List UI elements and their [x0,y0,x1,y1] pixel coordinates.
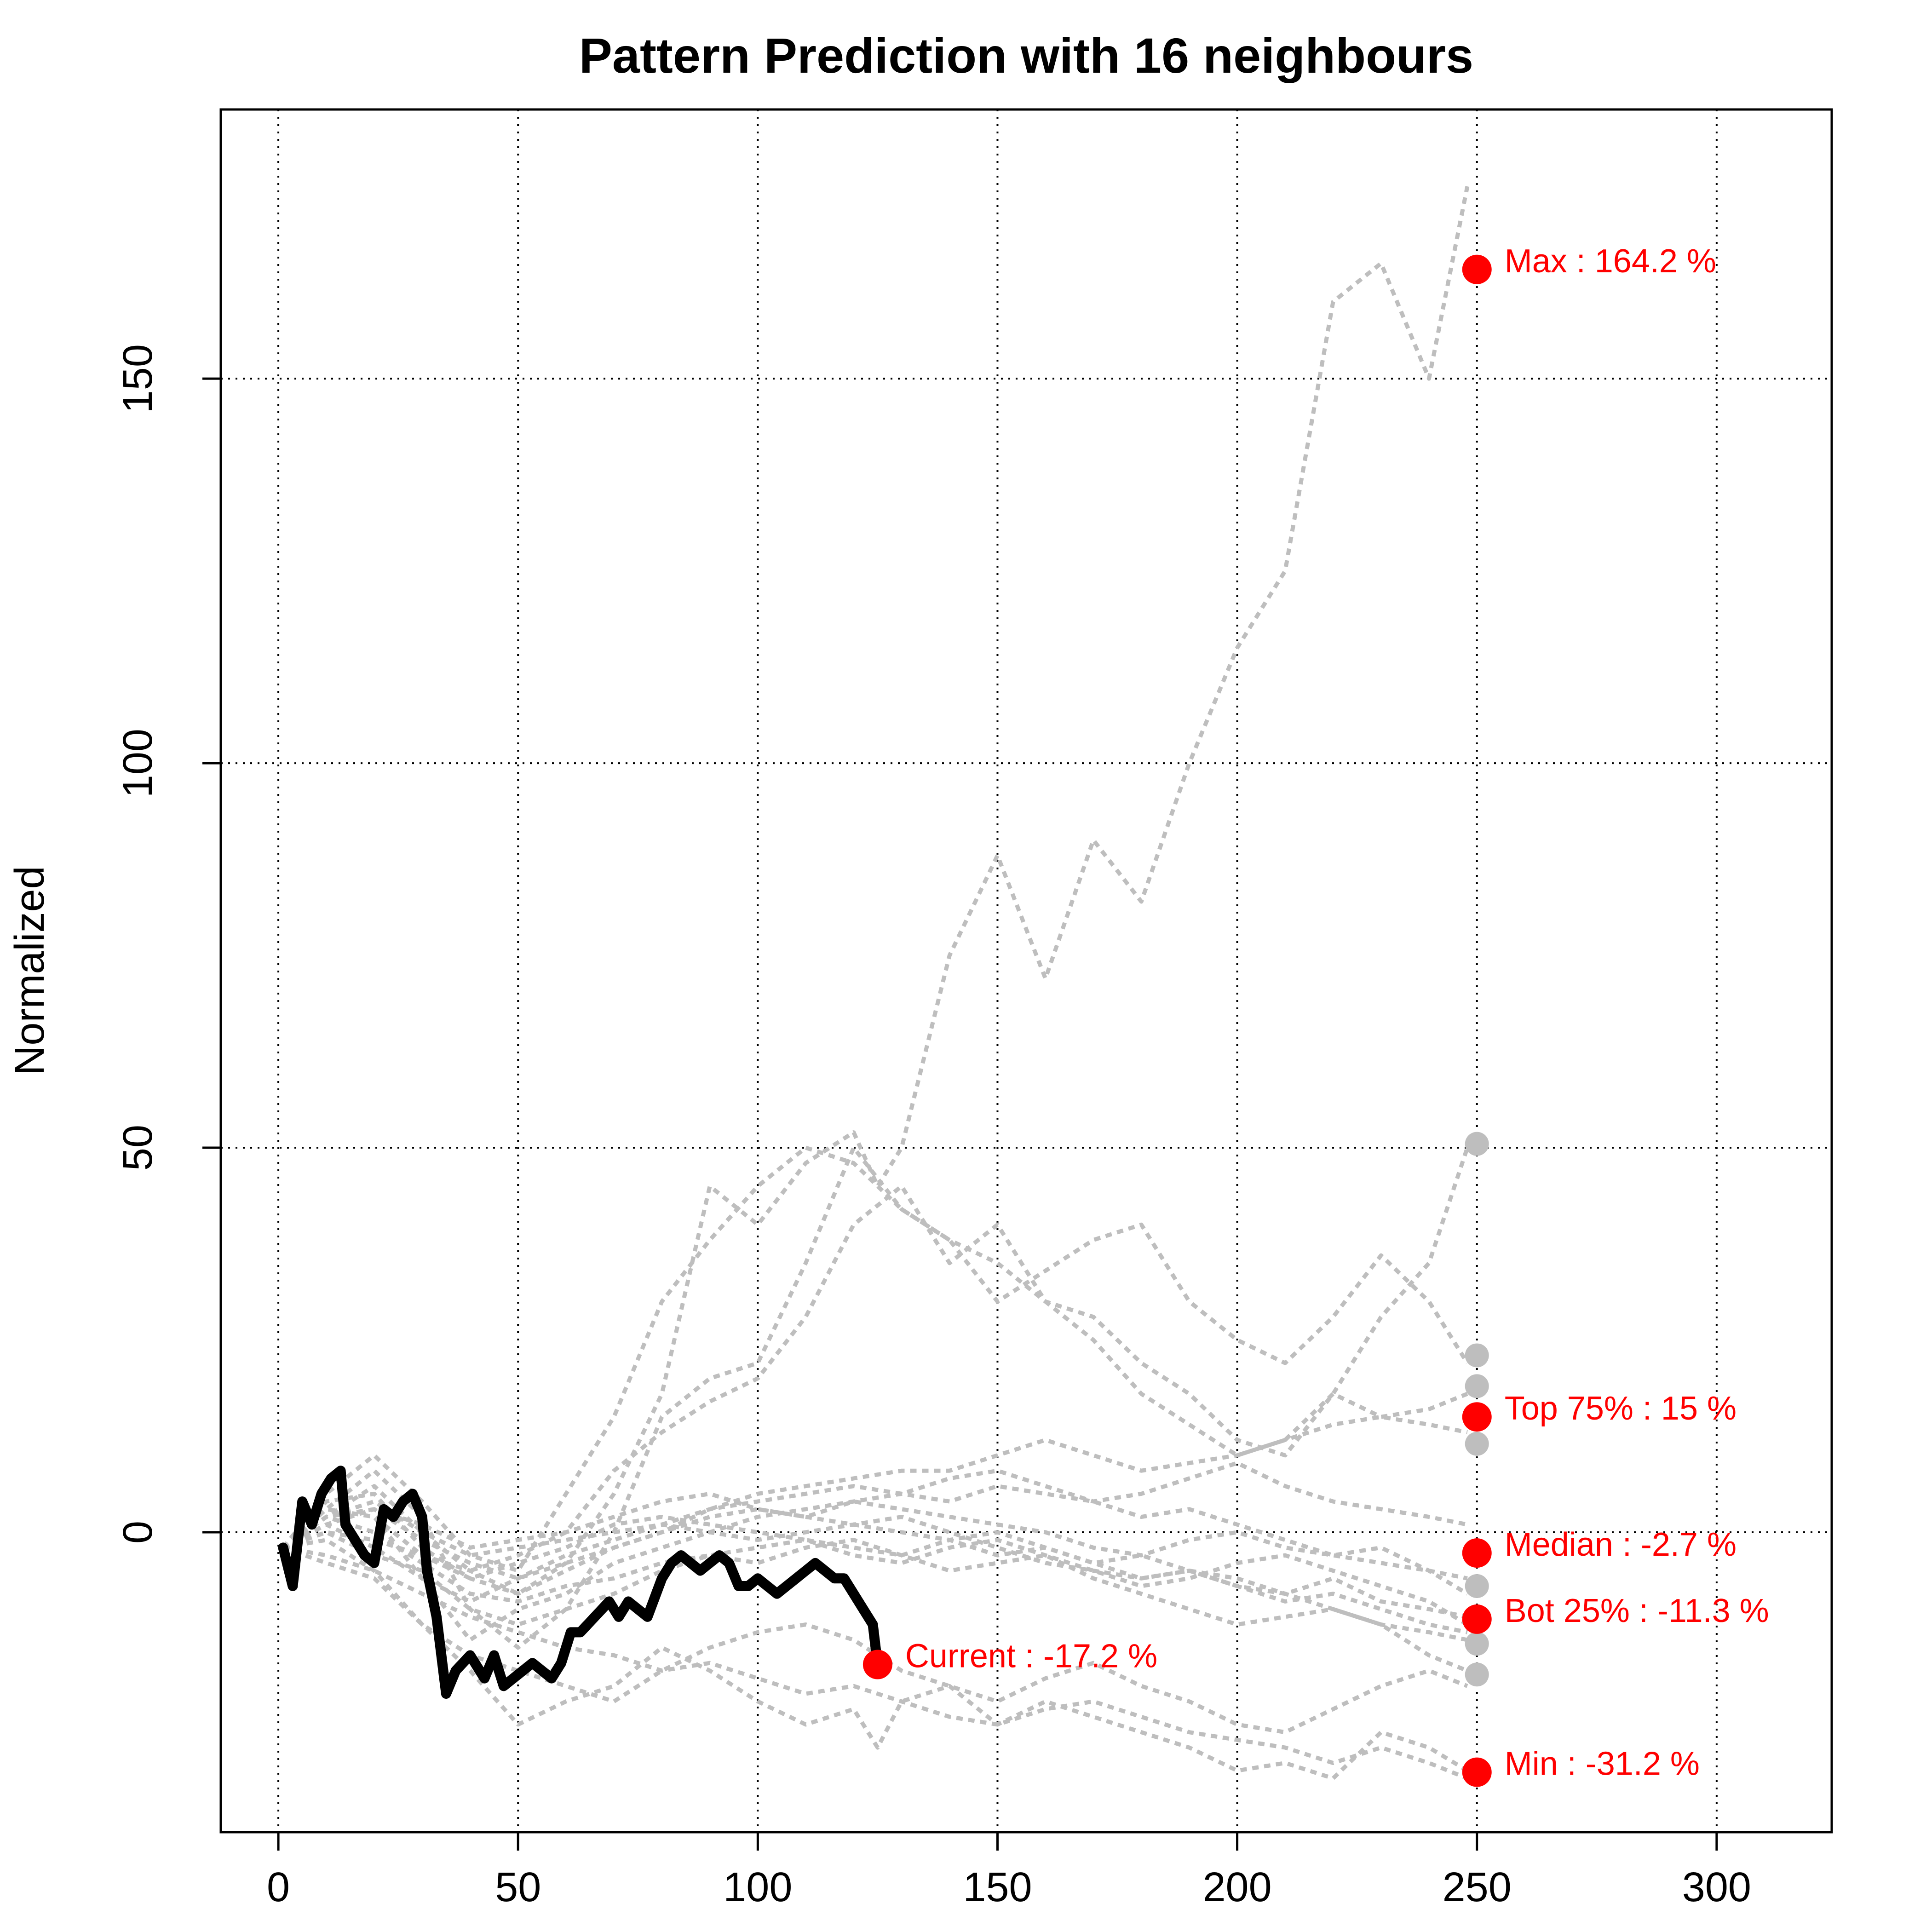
x-tick-label: 300 [1682,1864,1751,1910]
neighbour-series-line [281,1145,1470,1573]
neighbour-end-point [1465,1132,1489,1156]
median-marker [1462,1538,1492,1568]
y-tick-label: 100 [115,729,161,798]
neighbour-series-line [282,186,1470,1596]
neighbour-series-line [282,1499,1468,1581]
neighbour-end-point [1465,1374,1489,1398]
bot-25-label: Bot 25% : -11.3 % [1505,1593,1769,1629]
x-tick-label: 150 [963,1864,1032,1910]
x-tick-label: 200 [1203,1864,1272,1910]
neighbour-series-line [282,1530,1468,1642]
neighbour-series-line [282,1515,1468,1673]
grid [221,109,1832,1832]
current-label: Current : -17.2 % [905,1638,1157,1675]
current-marker [862,1650,892,1679]
current-series-line [278,1466,883,1699]
neighbour-series-line [282,1414,1468,1596]
neighbour-end-point [1465,1343,1489,1368]
neighbour-series-line [282,1145,1469,1650]
y-tick-label: 50 [115,1125,161,1171]
neighbour-series-line [282,1491,1468,1634]
top-75-label: Top 75% : 15 % [1505,1390,1736,1427]
neighbour-series-line [282,1545,1468,1781]
y-axis-label: Normalized [7,866,53,1075]
x-tick-label: 250 [1443,1864,1512,1910]
bot-25-marker [1462,1604,1492,1634]
neighbour-series-line [282,1538,1469,1781]
y-tick-label: 150 [115,344,161,413]
neighbour-series-line [282,1515,1469,1627]
neighbour-series-line [282,1184,1468,1573]
neighbour-end-point [1465,1662,1489,1687]
max-label: Max : 164.2 % [1505,243,1716,280]
chart-title: Pattern Prediction with 16 neighbours [579,28,1473,83]
top-75-marker [1462,1402,1492,1432]
neighbour-end-point [1465,1632,1489,1656]
x-tick-label: 0 [267,1864,290,1910]
neighbour-end-point [1465,1432,1489,1456]
max-marker [1462,254,1492,284]
neighbour-series-group [281,186,1470,1781]
y-tick-label: 0 [115,1521,161,1544]
median-label: Median : -2.7 % [1505,1526,1736,1563]
plot-frame [219,108,1833,1834]
x-tick-label: 100 [723,1864,792,1910]
neighbour-series-line [282,1484,1469,1642]
x-tick-label: 50 [495,1864,541,1910]
neighbour-series-line [282,1461,1468,1604]
min-label: Min : -31.2 % [1505,1746,1700,1782]
min-marker [1462,1757,1492,1787]
marker-group: Max : 164.2 % Top 75% : 15 % Median : -2.7… [862,243,1769,1787]
current-series-group [278,1466,883,1699]
neighbour-series-line [282,1499,1468,1619]
neighbour-end-point [1465,1574,1489,1598]
axes: 0 50 100 150 200 250 300 0 50 100 150 [115,344,1751,1910]
